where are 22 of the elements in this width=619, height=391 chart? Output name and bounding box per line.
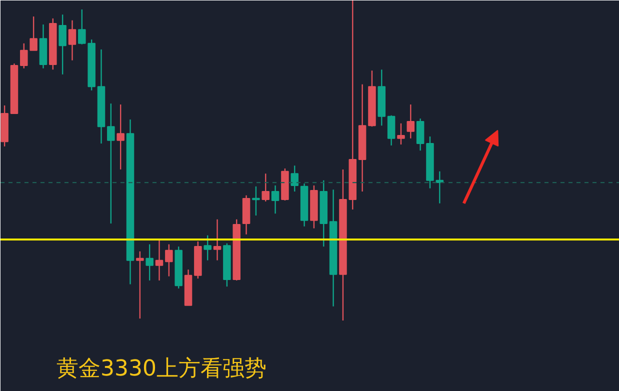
candlestick: [155, 240, 164, 282]
candlestick: [416, 118, 424, 152]
candlestick: [78, 8, 86, 45]
candlestick: [107, 102, 115, 224]
candlestick: [252, 186, 260, 216]
text: 黄金3330上方看强势: [56, 356, 266, 382]
candlestick: [387, 114, 396, 146]
candlestick: [20, 42, 28, 69]
candlestick: [68, 20, 76, 61]
candlestick: [165, 244, 173, 277]
candlestick: [290, 165, 299, 192]
candlestick: [213, 218, 222, 261]
candlestick: [262, 173, 270, 202]
candlestick: [397, 122, 405, 146]
candlestick: [146, 244, 154, 282]
candlestick: [136, 250, 144, 320]
candlestick: [30, 16, 38, 52]
candlestick: [406, 104, 415, 140]
candlestick: [116, 104, 124, 170]
candlestick: [58, 14, 66, 76]
candlestick: [204, 234, 212, 261]
candlestick: [271, 184, 280, 214]
